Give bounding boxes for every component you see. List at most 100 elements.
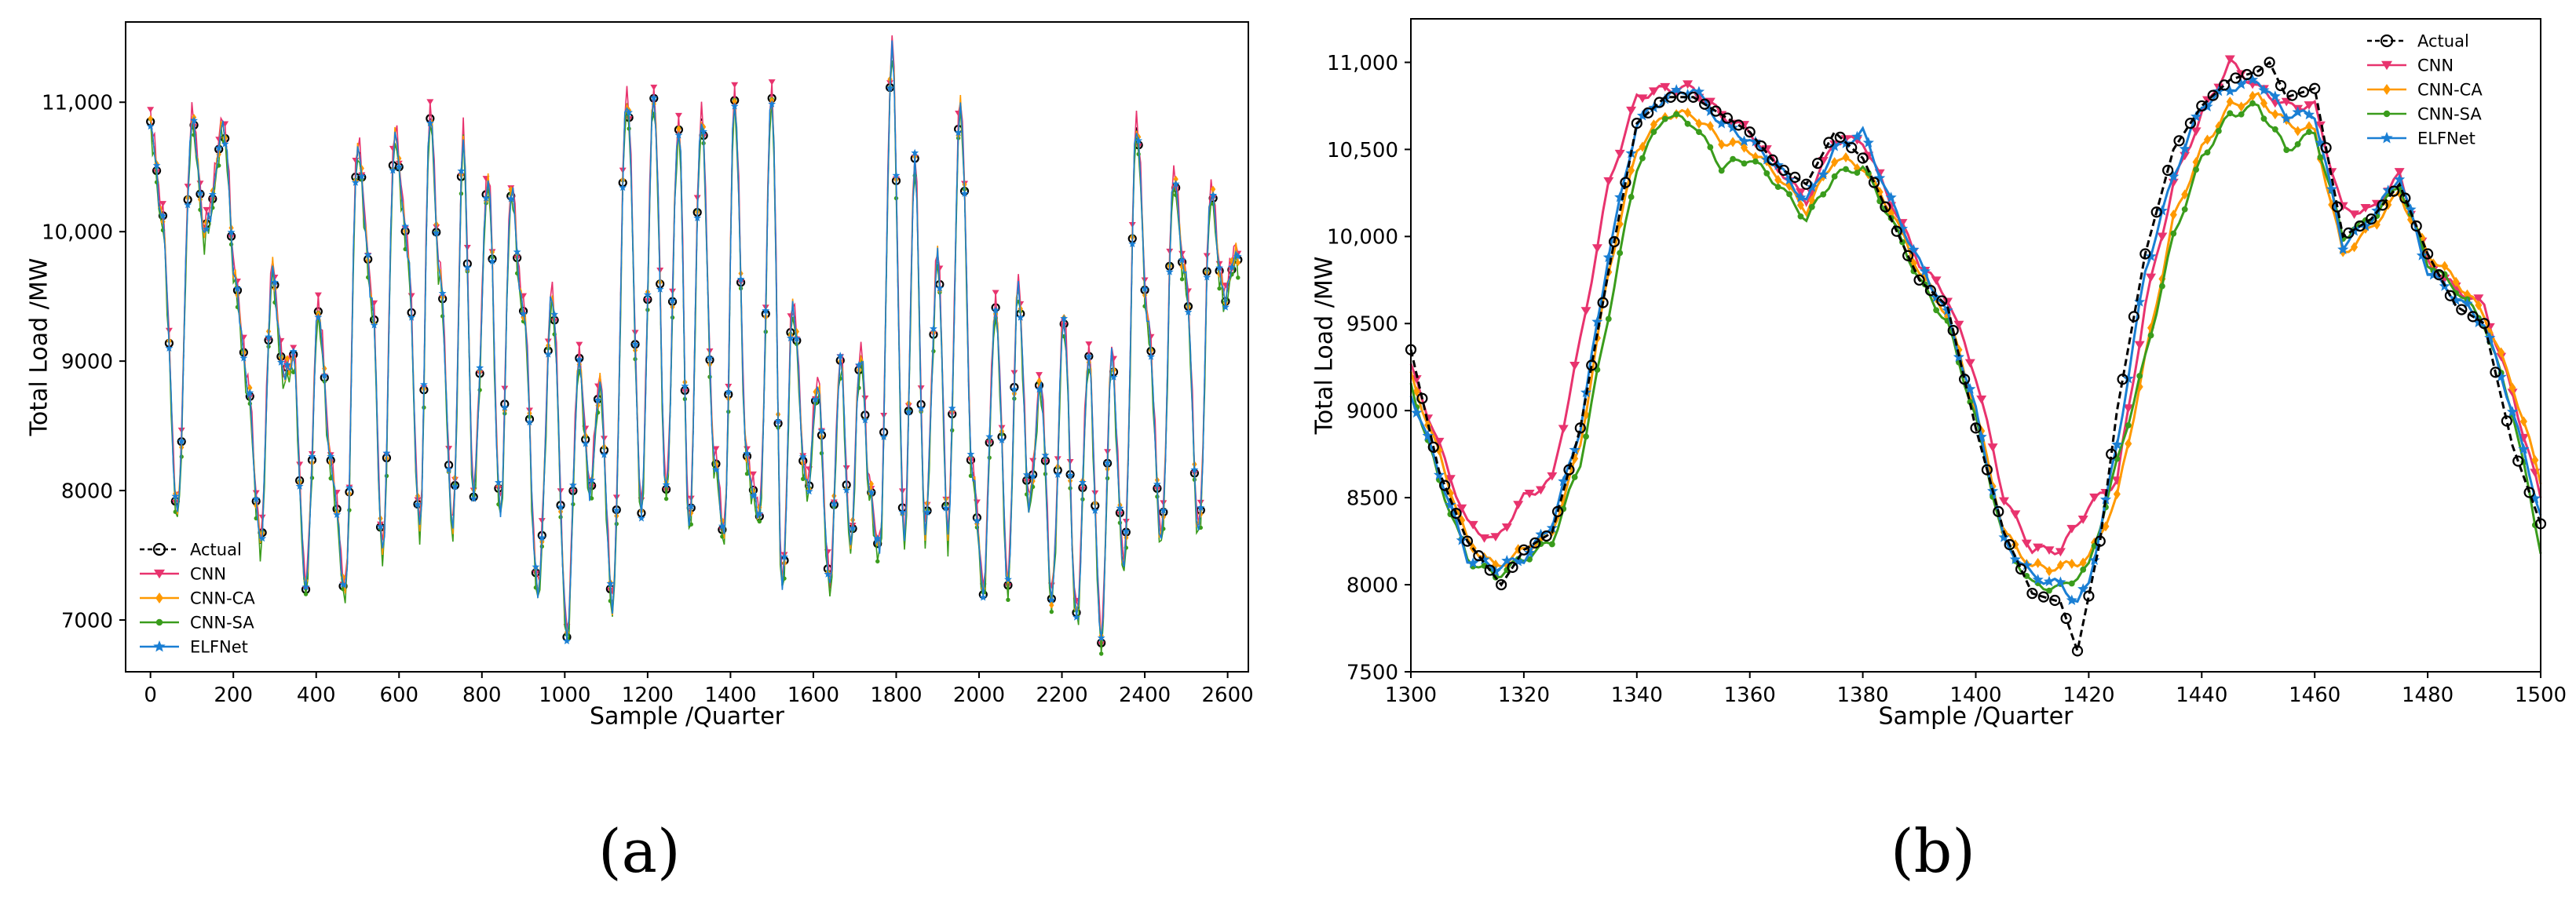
point-cnn-ca xyxy=(2045,566,2053,577)
point-cnn xyxy=(2394,168,2405,177)
x-tick-label: 1380 xyxy=(1837,684,1889,707)
point-cnn-sa xyxy=(1583,433,1589,440)
point-actual xyxy=(2106,448,2117,460)
point-cnn-sa xyxy=(1808,203,1815,210)
point-elfnet xyxy=(563,636,571,644)
point-cnn-sa xyxy=(1741,160,1748,167)
point-elfnet xyxy=(917,404,926,412)
point-elfnet xyxy=(1705,105,1716,116)
point-elfnet xyxy=(1602,251,1614,263)
y-tick-label: 9000 xyxy=(1346,400,1398,424)
legend-label-cnn-sa: CNN-SA xyxy=(2417,105,2482,124)
legend-label-actual: Actual xyxy=(190,541,242,560)
point-elfnet xyxy=(1456,534,1467,545)
point-elfnet xyxy=(842,486,851,494)
point-elfnet xyxy=(345,483,353,491)
point-cnn-ca xyxy=(1684,108,1692,119)
point-elfnet xyxy=(1084,352,1093,360)
point-actual xyxy=(2264,57,2275,68)
point-cnn-ca xyxy=(1179,263,1185,271)
point-cnn xyxy=(2360,203,2371,213)
panel-label-a: (a) xyxy=(598,816,681,886)
point-elfnet xyxy=(681,381,689,390)
legend-label-cnn: CNN xyxy=(2417,57,2454,75)
y-tick-label: 9500 xyxy=(1346,313,1398,337)
y-tick-label: 11,000 xyxy=(1327,52,1398,75)
point-elfnet xyxy=(787,334,795,342)
point-actual xyxy=(2162,164,2174,177)
point-elfnet xyxy=(301,582,310,591)
point-actual xyxy=(2117,374,2128,385)
point-cnn-sa xyxy=(2271,126,2278,133)
point-actual xyxy=(1846,142,1858,154)
point-cnn xyxy=(992,290,999,296)
point-cnn xyxy=(159,201,166,207)
point-elfnet xyxy=(817,426,826,435)
point-cnn xyxy=(1490,533,1501,542)
point-actual xyxy=(1439,480,1451,491)
point-actual xyxy=(2490,366,2501,378)
point-actual xyxy=(1416,392,1428,404)
legend-marker-actual xyxy=(152,542,166,556)
point-actual xyxy=(2060,612,2072,625)
point-elfnet xyxy=(2156,205,2168,216)
y-axis-label: Total Load /MW xyxy=(1311,257,1339,436)
point-cnn-sa xyxy=(1198,525,1204,531)
point-cnn-sa xyxy=(875,559,880,563)
point-cnn xyxy=(2236,70,2247,79)
point-actual xyxy=(1710,105,1722,117)
point-elfnet xyxy=(376,522,385,531)
point-cnn xyxy=(1987,443,1998,452)
x-tick-label: 200 xyxy=(214,684,253,707)
point-cnn-ca xyxy=(2294,126,2302,137)
point-cnn-ca xyxy=(1628,165,1635,176)
point-cnn xyxy=(1739,121,1750,129)
point-elfnet xyxy=(2303,108,2315,120)
x-tick-label: 1400 xyxy=(1949,684,2001,707)
point-cnn-sa xyxy=(2023,573,2030,579)
point-cnn xyxy=(1445,475,1456,484)
point-cnn-sa xyxy=(2317,154,2324,161)
y-tick-label: 8000 xyxy=(61,480,113,503)
point-cnn-sa xyxy=(2046,587,2052,594)
point-elfnet xyxy=(382,449,391,457)
point-cnn-ca xyxy=(2475,300,2483,311)
point-actual xyxy=(2467,311,2479,323)
point-cnn xyxy=(2123,404,2134,414)
point-elfnet xyxy=(1569,443,1580,455)
point-elfnet xyxy=(2191,111,2202,122)
point-cnn-ca xyxy=(1036,377,1042,385)
point-elfnet xyxy=(2461,297,2473,309)
point-elfnet xyxy=(1682,89,1694,100)
point-cnn-ca xyxy=(1842,151,1850,162)
x-tick-label: 1420 xyxy=(2063,684,2114,707)
point-actual xyxy=(2478,318,2490,330)
point-elfnet xyxy=(1727,122,1739,133)
point-cnn-sa xyxy=(1967,399,1974,406)
point-actual xyxy=(1608,235,1621,248)
point-elfnet xyxy=(992,306,999,314)
point-cnn-sa xyxy=(1049,609,1054,614)
point-actual xyxy=(1880,201,1891,213)
point-elfnet xyxy=(214,144,223,151)
point-cnn-ca xyxy=(1740,142,1748,153)
x-tick-label: 1400 xyxy=(704,684,756,707)
x-tick-label: 800 xyxy=(462,684,502,707)
x-tick-label: 1480 xyxy=(2402,684,2454,707)
point-actual xyxy=(2015,563,2027,575)
point-elfnet xyxy=(532,563,540,571)
point-cnn-sa xyxy=(303,592,309,596)
point-cnn-sa xyxy=(720,534,725,539)
point-cnn xyxy=(2021,539,2032,549)
point-cnn-sa xyxy=(2227,110,2234,117)
point-elfnet xyxy=(1512,555,1524,567)
point-cnn-ca xyxy=(2056,560,2064,571)
point-cnn-ca xyxy=(2011,539,2019,550)
point-elfnet xyxy=(2506,406,2519,417)
point-actual xyxy=(2501,415,2512,427)
point-cnn-sa xyxy=(1752,158,1759,165)
x-tick-label: 400 xyxy=(297,684,336,707)
point-elfnet xyxy=(2145,250,2157,261)
point-elfnet xyxy=(1047,596,1056,604)
